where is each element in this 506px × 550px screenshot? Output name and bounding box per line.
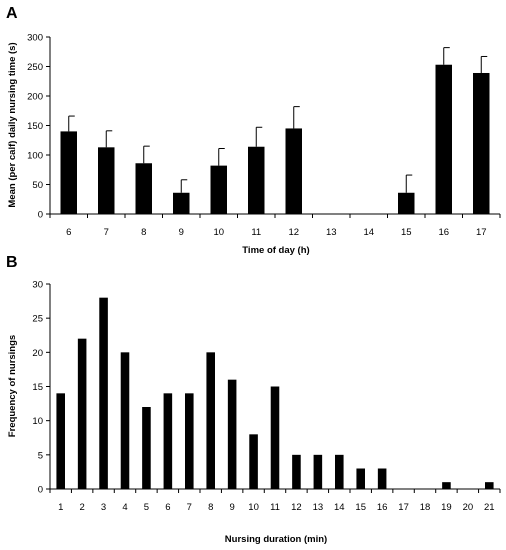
panel-a-x-tick-label: 9 [179,227,184,238]
panel-a-y-tick-label: 150 [27,121,43,132]
panel-a-x-tick-label: 6 [66,227,71,238]
panel-a-x-tick-label: 16 [438,227,449,238]
panel-b-x-tick-label: 9 [229,502,234,513]
panel-a-y-tick-label: 200 [27,92,43,103]
panel-a-bar-16 [435,64,452,214]
panel-a-bar-8 [135,163,152,214]
panel-a-y-tick-label: 50 [32,180,43,191]
panel-a-x-axis-title: Time of day (h) [242,245,309,256]
panel-b-bar-4 [120,352,130,489]
panel-b-y-tick-label: 20 [32,348,43,359]
panel-a-y-tick-label: 300 [27,33,43,44]
panel-a-y-axis-title: Mean (per calf) daily nursing time (s) [7,42,18,207]
panel-a-x-tick-label: 11 [251,227,261,238]
panel-a-x-tick-label: 14 [363,227,374,238]
panel-a-bar-12 [285,128,302,214]
panel-b-x-tick-label: 11 [270,502,280,513]
panel-a-y-tick-label: 100 [27,151,43,162]
panel-b-y-tick-label: 30 [32,280,43,291]
panel-a-bar-7 [98,147,115,214]
panel-b-x-tick-label: 17 [398,502,409,513]
panel-b-x-tick-label: 2 [79,502,84,513]
panel-b-x-tick-label: 15 [355,502,366,513]
panel-b-x-tick-label: 20 [463,502,474,513]
panel-b-bar-21 [485,482,494,489]
panel-b-bar-8 [206,352,215,489]
panel-b-label: B [6,254,18,271]
panel-b-x-tick-label: 7 [187,502,192,513]
panel-b-bar-3 [99,297,108,489]
panel-a-bar-9 [173,192,190,214]
panel-a-x-tick-label: 10 [213,227,224,238]
panel-b-x-axis-title: Nursing duration (min) [225,534,327,545]
panel-a-x-tick-label: 12 [288,227,299,238]
panel-b-y-tick-label: 15 [32,382,43,393]
panel-b-bar-2 [77,338,87,489]
panel-b-x-tick-label: 13 [313,502,324,513]
panel-b-x-tick-label: 1 [58,502,63,513]
panel-b-y-tick-label: 5 [38,450,43,461]
panel-b-x-tick-label: 14 [334,502,345,513]
panel-b-bar-16 [377,468,387,489]
panel-a-x-tick-label: 13 [326,227,337,238]
panel-b-bar-9 [227,379,237,489]
panel-a-y-tick-label: 0 [38,210,43,221]
panel-b-x-tick-label: 3 [101,502,106,513]
panel-b-bar-15 [356,468,365,489]
panel-a-x-tick-label: 8 [141,227,146,238]
panel-a-bar-17 [473,72,490,215]
panel-b-bar-6 [163,393,173,489]
panel-b-x-tick-label: 6 [165,502,170,513]
panel-a-x-tick-label: 15 [401,227,412,238]
panel-b-y-axis-title: Frequency of nursings [7,335,18,437]
panel-a-bar-15 [398,192,415,214]
panel-b-bar-14 [335,454,344,489]
panel-b-y-tick-label: 0 [38,485,43,496]
panel-b-x-tick-label: 18 [420,502,431,513]
panel-a-bar-11 [248,146,265,214]
panel-b-bar-19 [442,482,451,489]
panel-b-y-tick-label: 25 [32,314,43,325]
panel-a-x-tick-label: 7 [104,227,109,238]
panel-b-bar-11 [270,386,280,489]
panel-b-x-tick-label: 5 [144,502,149,513]
panel-a-x-tick-label: 17 [476,227,487,238]
panel-a-y-tick-label: 250 [27,62,43,73]
panel-b-x-tick-label: 19 [441,502,452,513]
panel-b-bar-12 [292,454,301,489]
panel-b-y-tick-label: 10 [32,416,43,427]
panel-b-x-tick-label: 8 [208,502,213,513]
panel-b-x-tick-label: 21 [484,502,495,513]
panel-b-x-tick-label: 4 [122,502,127,513]
panel-b-bar-13 [313,454,323,489]
panel-b-bar-10 [249,434,258,489]
panel-b-x-tick-label: 16 [377,502,388,513]
panel-a-chart: A Time of day (h) Mean (per calf) daily … [6,5,501,256]
panel-b-bar-7 [185,393,194,489]
panel-b-chart: B Nursing duration (min) Frequency of nu… [6,254,501,545]
panel-b-bar-1 [56,393,65,489]
panel-b-x-tick-label: 10 [248,502,259,513]
panel-b-bar-5 [142,407,151,489]
panel-a-bar-10 [210,165,227,214]
panel-a-bar-6 [60,131,77,214]
panel-b-x-tick-label: 12 [291,502,302,513]
panel-a-label: A [6,5,18,22]
